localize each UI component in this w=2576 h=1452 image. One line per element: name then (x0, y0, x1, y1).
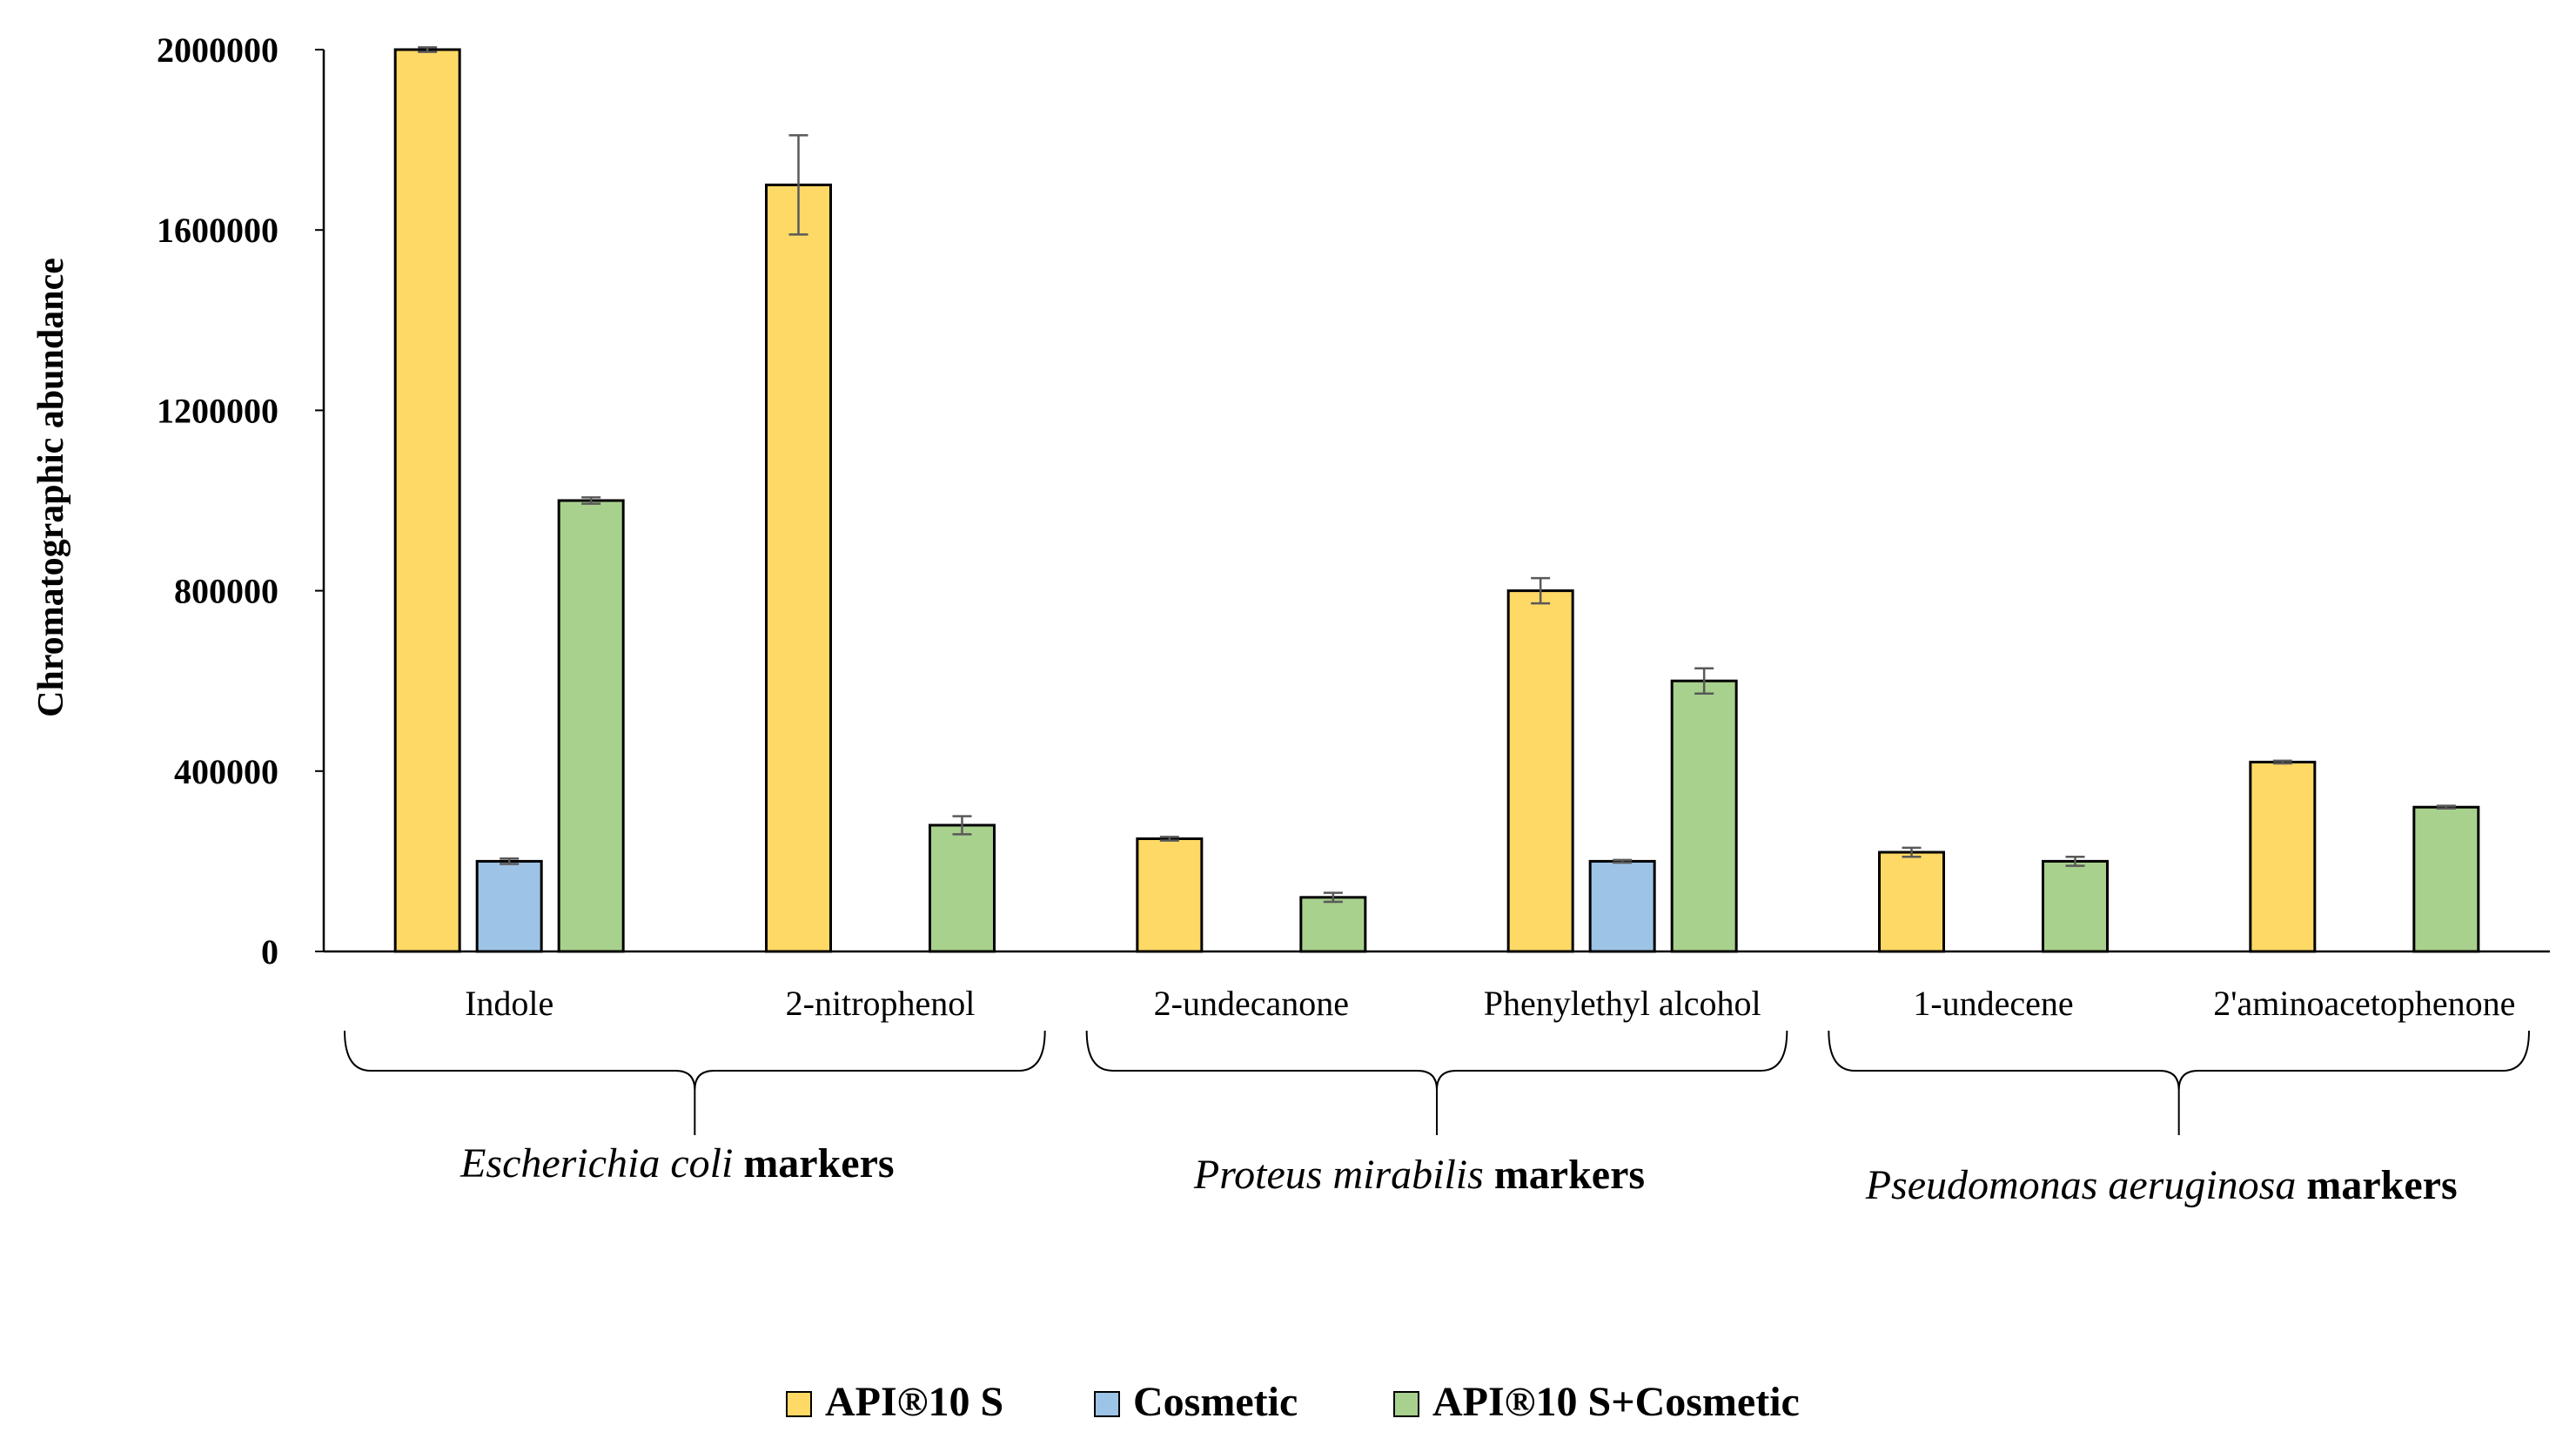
bar (929, 823, 996, 953)
category-label: 2'aminoacetophenone (2213, 984, 2515, 1023)
group-brace (344, 1030, 1046, 1135)
bar (765, 183, 832, 953)
bar (1878, 850, 1945, 953)
group-label-species: Escherichia coli (460, 1140, 743, 1186)
group-braces: Escherichia coli markers Proteus mirabili… (344, 1030, 2530, 1208)
axes (322, 50, 2550, 953)
group-label: Proteus mirabilis markers (1193, 1152, 1645, 1198)
legend-label: Cosmetic (1133, 1379, 1298, 1425)
group-label-suffix: markers (1494, 1152, 1645, 1198)
category-label: 2-nitrophenol (786, 984, 976, 1023)
legend-swatch (1393, 1391, 1419, 1417)
bar (557, 499, 625, 953)
bars (393, 48, 2480, 953)
bar (393, 48, 461, 953)
group-brace (1828, 1030, 2530, 1135)
category-label: 1-undecene (1913, 984, 2073, 1023)
y-tick-label: 400000 (174, 752, 278, 791)
group-label: Pseudomonas aeruginosa markers (1865, 1162, 2458, 1208)
y-tick-label: 1200000 (157, 391, 278, 430)
bar (1299, 896, 1367, 953)
category-label: 2-undecanone (1154, 984, 1349, 1023)
y-tick-label: 0 (261, 932, 278, 971)
y-axis-ticks: 0 400000 800000 1200000 1600000 2000000 (157, 30, 324, 971)
legend-label: API®10 S+Cosmetic (1432, 1379, 1800, 1425)
bar (1506, 589, 1574, 953)
error-bars (418, 46, 2456, 904)
legend-label: API®10 S (825, 1379, 1003, 1425)
group-label-species: Proteus mirabilis (1193, 1152, 1494, 1198)
group-label-suffix: markers (2306, 1162, 2457, 1208)
legend: API®10 S Cosmetic API®10 S+Cosmetic (786, 1379, 1800, 1425)
bar (475, 859, 543, 953)
bar (1588, 859, 1656, 953)
bar (1670, 679, 1738, 953)
bar (2412, 805, 2480, 953)
legend-swatch (1094, 1391, 1120, 1417)
group-label: Escherichia coli markers (460, 1140, 895, 1186)
y-tick-label: 1600000 (157, 211, 278, 250)
group-label-suffix: markers (743, 1140, 894, 1186)
bar (2042, 859, 2109, 953)
y-tick-label: 2000000 (157, 30, 278, 70)
category-labels: Indole 2-nitrophenol 2-undecanone Phenyleth… (465, 984, 2515, 1023)
bar (1136, 837, 1204, 953)
legend-swatch (786, 1391, 812, 1417)
category-label: Phenylethyl alcohol (1484, 984, 1761, 1023)
y-tick-label: 800000 (174, 572, 278, 611)
y-axis-label: Chromatographic abundance (31, 258, 71, 717)
category-label: Indole (465, 984, 553, 1023)
group-brace (1085, 1030, 1788, 1135)
group-label-species: Pseudomonas aeruginosa (1865, 1162, 2307, 1208)
bar (2249, 760, 2317, 953)
